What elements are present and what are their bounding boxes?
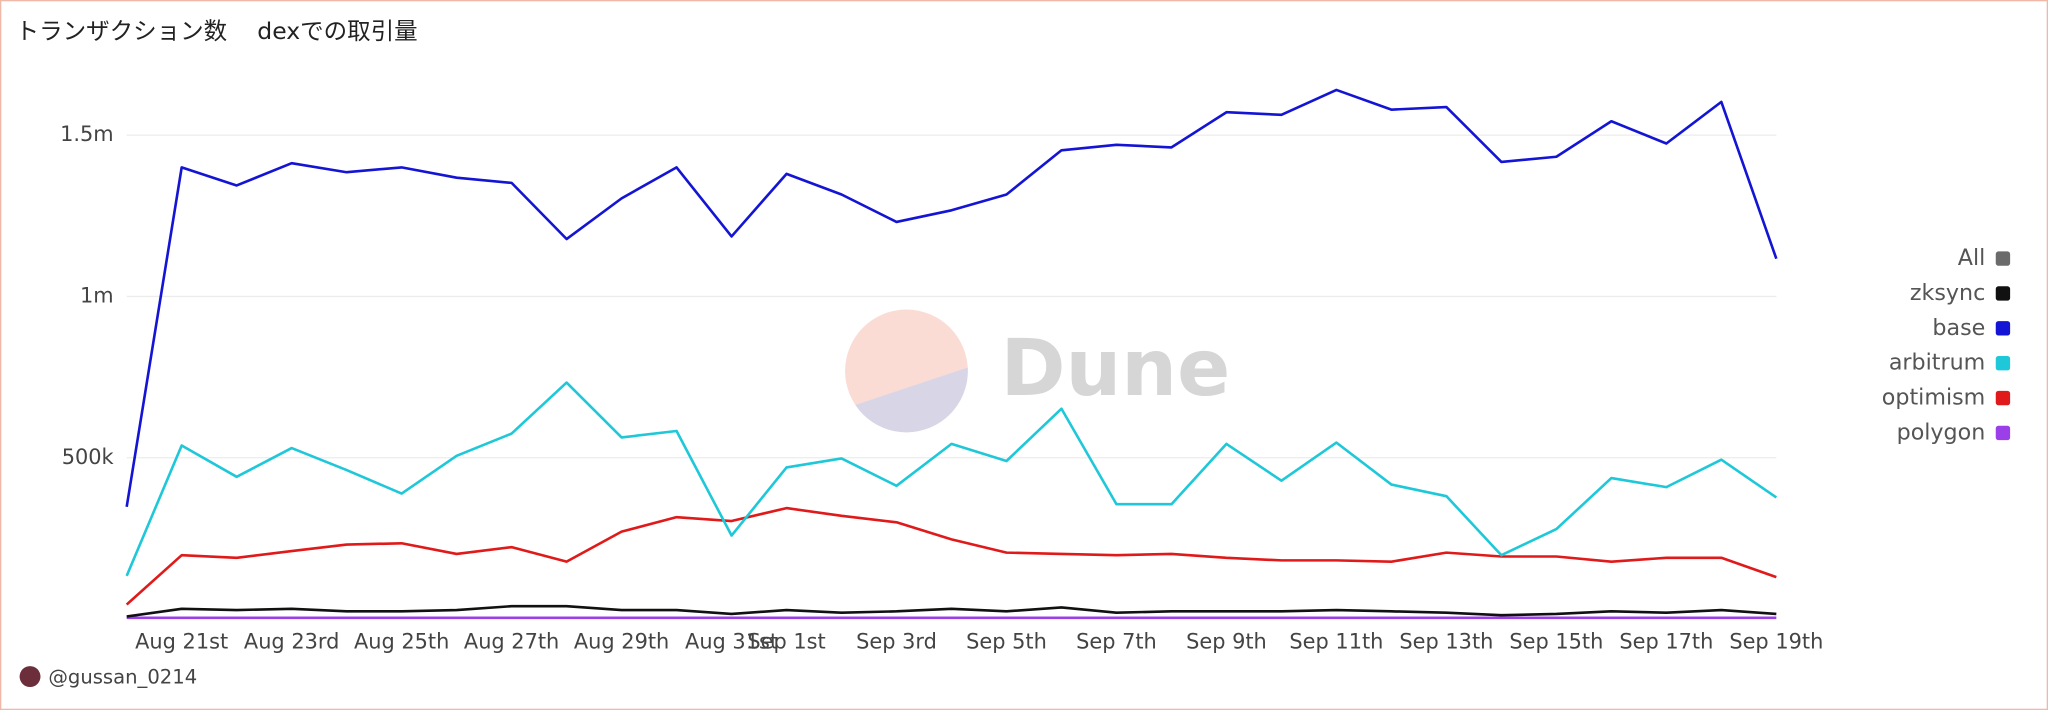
legend-label: base: [1932, 315, 1985, 341]
y-tick-label: 1.5m: [60, 122, 114, 146]
series-line: [125, 381, 1778, 577]
x-tick-label: Aug 21st: [135, 630, 228, 654]
x-tick-label: Sep 5th: [966, 630, 1047, 654]
x-tick-label: Aug 25th: [354, 630, 449, 654]
legend-label: optimism: [1882, 385, 1985, 411]
y-tick-label: 1m: [80, 283, 114, 307]
tab[interactable]: トランザクション数: [16, 17, 228, 45]
x-tick-label: Sep 7th: [1076, 630, 1157, 654]
legend-swatch[interactable]: [1995, 425, 2011, 441]
x-tick-label: Sep 13th: [1399, 630, 1493, 654]
legend-label: arbitrum: [1889, 350, 1985, 376]
legend-swatch[interactable]: [1995, 251, 2011, 266]
x-tick-label: Sep 17th: [1619, 630, 1713, 654]
x-tick-label: Sep 19th: [1729, 630, 1823, 654]
legend-swatch[interactable]: [1995, 356, 2011, 371]
tab[interactable]: dexでの取引量: [257, 17, 417, 45]
x-tick-label: Aug 23rd: [244, 630, 339, 654]
x-tick-label: Aug 27th: [464, 630, 559, 654]
x-tick-label: Sep 15th: [1509, 630, 1603, 654]
legend-label: zksync: [1910, 280, 1985, 306]
legend-swatch[interactable]: [1995, 390, 2011, 406]
watermark: Dune: [845, 309, 1230, 433]
x-tick-label: Sep 9th: [1186, 630, 1267, 654]
y-tick-label: 500k: [62, 445, 115, 469]
author[interactable]: @gussan_0214: [48, 665, 197, 688]
x-tick-label: Sep 3rd: [856, 630, 937, 654]
avatar: [19, 666, 41, 688]
legend-label: All: [1958, 245, 1986, 271]
series-line: [125, 88, 1778, 508]
x-tick-label: Sep 11th: [1289, 630, 1383, 654]
series-line: [126, 604, 1777, 618]
legend-label: polygon: [1897, 419, 1986, 445]
legend-swatch[interactable]: [1995, 286, 2011, 301]
x-tick-label: Aug 31st: [685, 630, 778, 654]
legend-swatch[interactable]: [1995, 321, 2011, 336]
watermark-text: Dune: [1000, 323, 1230, 414]
x-tick-label: Sep 1st: [747, 630, 825, 654]
x-tick-label: Aug 29th: [574, 630, 669, 654]
